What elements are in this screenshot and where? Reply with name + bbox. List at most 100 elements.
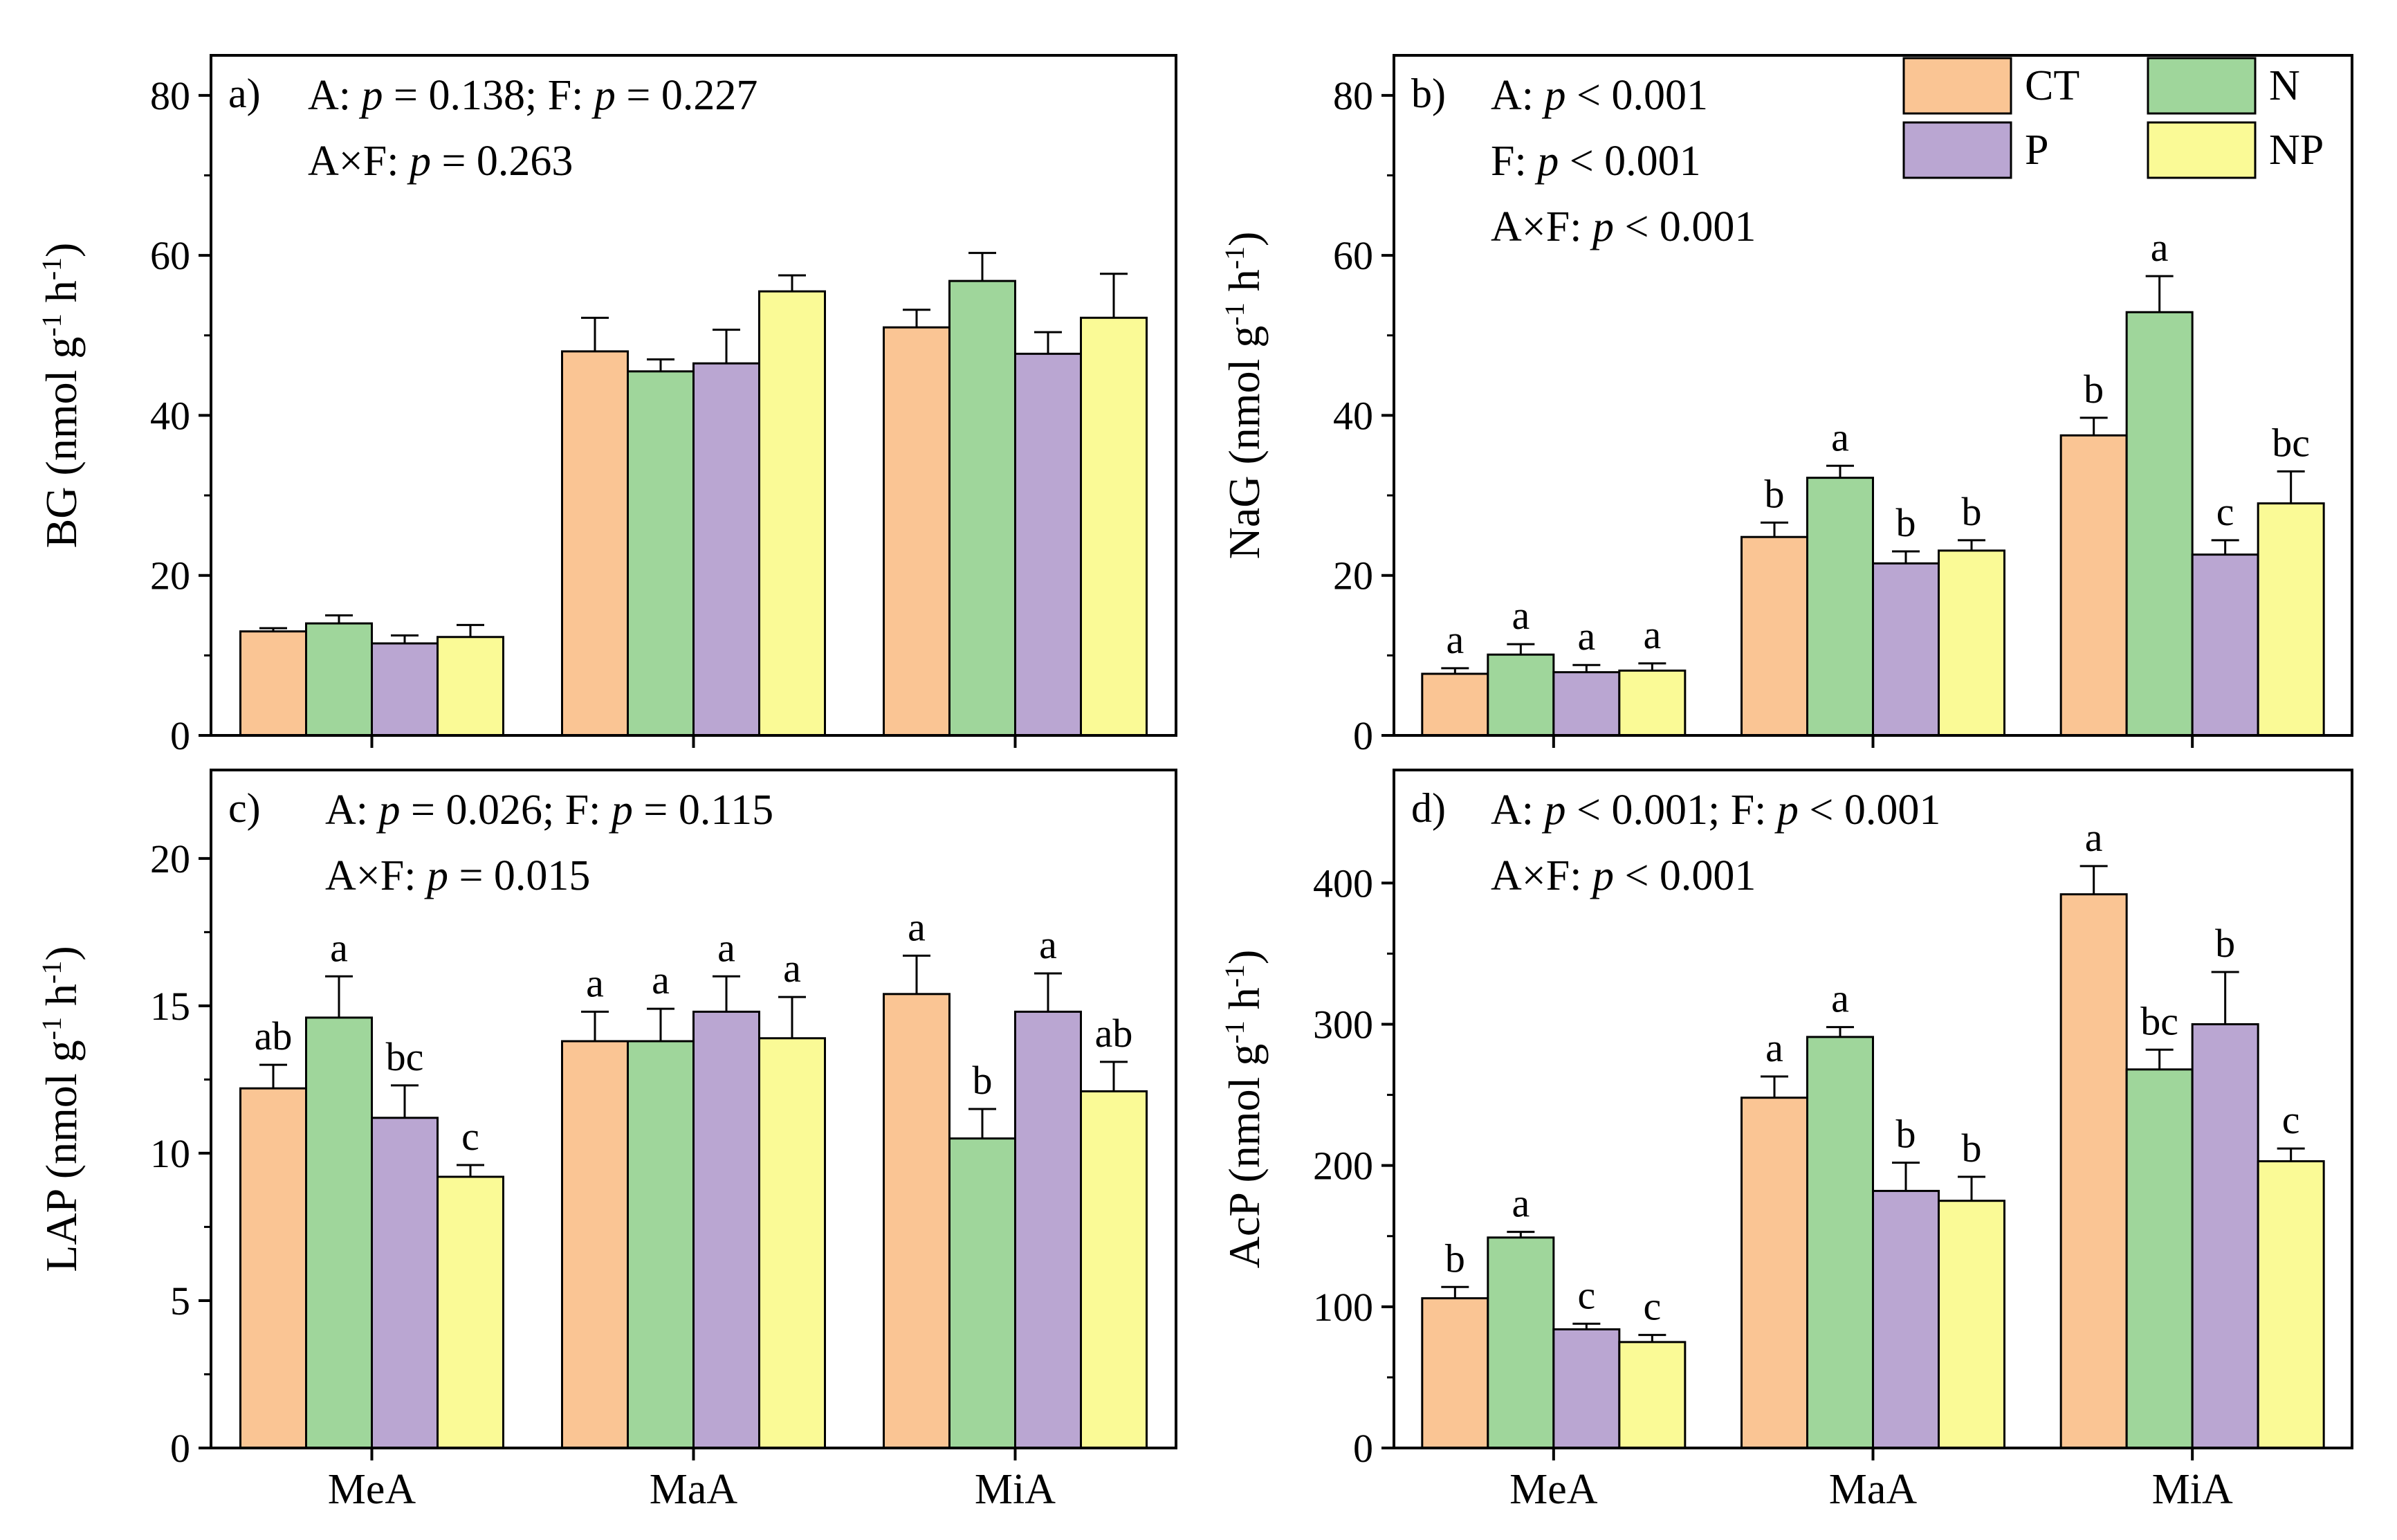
significance-letter: a [1512,593,1530,638]
bar-n [1806,1036,1874,1449]
x-category-label: MiA [2152,1466,2233,1513]
bar-n [2125,1068,2194,1449]
y-tick-label: 0 [1353,713,1373,758]
bar-p [2191,1023,2259,1449]
y-tick-label: 20 [1333,553,1373,598]
y-tick-label: 15 [150,984,190,1029]
bar-p [692,362,760,737]
significance-letter: a [1512,1181,1530,1226]
y-axis-label: BG (nmol g-1 h-1) [36,243,86,549]
bar-p [1552,1328,1621,1449]
bar-n [627,1040,695,1449]
y-tick-label: 20 [150,553,190,598]
significance-letter: ab [1095,1011,1133,1056]
bar-p [2191,553,2259,737]
bar-p [371,642,439,737]
bar-n [305,622,373,737]
significance-letter: a [2151,225,2169,270]
y-tick-label: 300 [1313,1002,1373,1047]
bar-n [1487,1236,1555,1449]
x-category-label: MaA [1829,1466,1918,1513]
bar-ct [1421,1297,1489,1449]
bar-n [2125,311,2194,737]
significance-letter: b [1765,471,1785,516]
bar-ct [883,326,950,737]
y-axis-label: AcP (nmol g-1 h-1) [1219,950,1269,1269]
y-tick-label: 0 [1353,1426,1373,1471]
significance-letter: b [2084,367,2104,412]
y-tick-label: 60 [1333,233,1373,278]
stats-line: F: p < 0.001 [1491,138,1701,185]
y-tick-label: 100 [1313,1285,1373,1330]
y-tick-label: 200 [1313,1144,1373,1189]
significance-letter: a [586,960,604,1005]
significance-letter: b [1896,1112,1916,1157]
bar-p [1872,562,1940,737]
significance-letter: a [1831,414,1849,459]
bar-ct [239,1087,307,1449]
significance-letter: b [1962,1126,1982,1171]
significance-letter: b [973,1058,993,1103]
panel-label-d: d) [1411,785,1446,831]
significance-letter: a [1446,617,1464,662]
bar-ct [1741,535,1808,737]
significance-letter: c [2216,489,2234,534]
bar-np [1618,669,1687,737]
y-tick-label: 60 [150,233,190,278]
bar-ct [883,993,950,1449]
significance-letter: a [783,946,801,991]
bar-np [1618,1341,1687,1449]
y-axis-label: LAP (nmol g-1 h-1) [36,946,86,1272]
y-tick-label: 5 [170,1278,190,1323]
y-tick-label: 400 [1313,861,1373,906]
bar-p [1552,671,1621,737]
bar-p [1014,1010,1082,1449]
bar-p [1014,352,1082,737]
y-tick-label: 80 [1333,73,1373,118]
significance-letter: c [2282,1097,2300,1142]
significance-letter: a [908,904,926,949]
bar-n [1487,653,1555,737]
bar-ct [1741,1097,1808,1449]
legend-label-ct: CT [2025,62,2079,109]
bar-np [758,1037,826,1449]
significance-letter: a [1577,614,1595,659]
bar-np [2257,502,2325,737]
x-category-label: MeA [1509,1466,1598,1513]
significance-letter: a [652,957,670,1002]
significance-letter: a [1643,612,1661,657]
bar-np [1938,549,2005,737]
significance-letter: bc [2140,998,2178,1043]
bar-ct [239,630,307,737]
significance-letter: a [2085,815,2103,860]
y-tick-label: 20 [150,836,190,881]
panel-label-b: b) [1411,71,1446,116]
significance-letter: c [461,1114,479,1159]
bar-np [1080,316,1148,737]
stats-line: A: p = 0.026; F: p = 0.115 [325,787,773,834]
stats-line: A: p = 0.138; F: p = 0.227 [308,72,757,119]
bar-n [305,1016,373,1449]
panel-a-bg: 0 20 40 60 80 BG (nmol g-1 h-1) a) A: p = 0.138… [36,54,1177,758]
stats-line: A×F: p < 0.001 [1491,852,1756,899]
stats-line: A×F: p = 0.263 [308,138,573,185]
legend-swatch-np [2147,121,2257,179]
bar-ct [1421,672,1489,737]
bar-np [437,636,504,737]
bar-np [2257,1160,2325,1449]
bar-np [437,1175,504,1449]
significance-letter: bc [2272,420,2310,465]
significance-letter: a [717,925,735,970]
x-category-label: MaA [650,1466,738,1513]
bar-p [692,1010,760,1449]
bar-ct [561,1040,629,1449]
significance-letter: b [2215,921,2235,966]
y-tick-label: 40 [1333,393,1373,438]
stats-line: A: p < 0.001; F: p < 0.001 [1491,787,1940,834]
bar-ct [2059,893,2128,1449]
bar-ct [2059,434,2128,737]
stats-line: A×F: p = 0.015 [325,852,590,899]
significance-letter: b [1896,500,1916,545]
